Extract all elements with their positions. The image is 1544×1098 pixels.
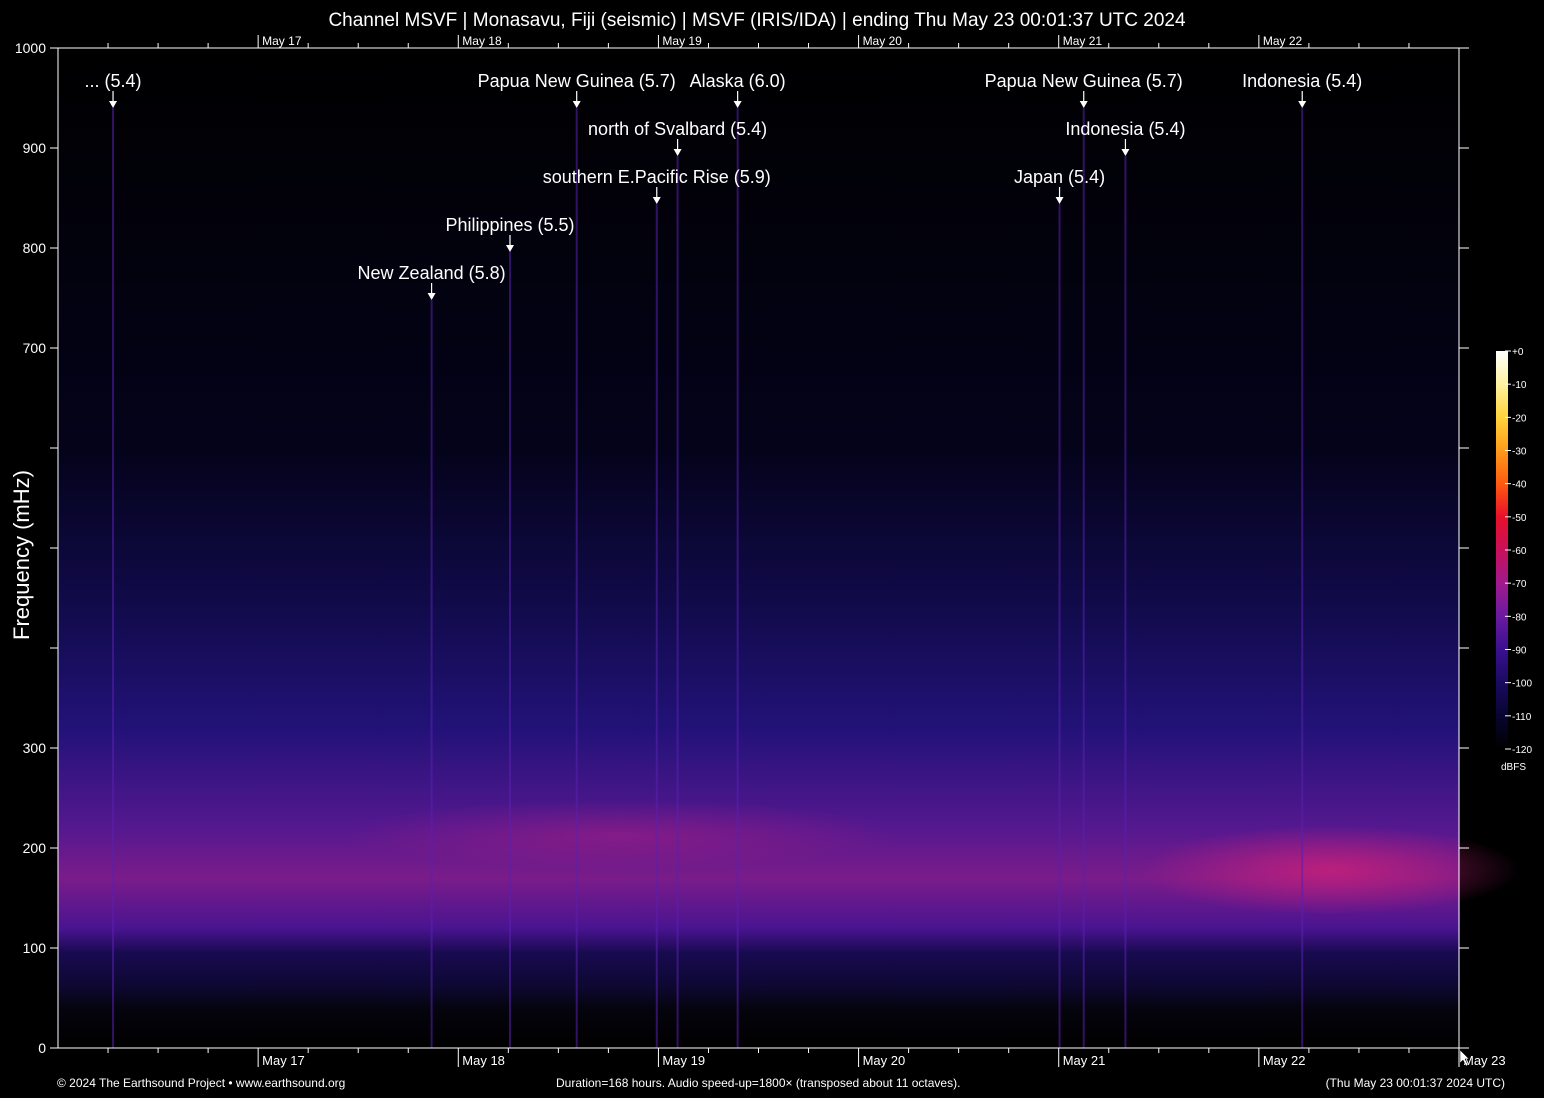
event-label: Papua New Guinea (5.7): [478, 71, 676, 91]
event-annotation: Philippines (5.5): [445, 215, 575, 252]
colorbar-tick-label: -40: [1512, 480, 1527, 491]
event-label: Indonesia (5.4): [1065, 119, 1185, 139]
event-label: north of Svalbard (5.4): [588, 119, 767, 139]
spectrogram-image: [58, 48, 1520, 1048]
event-arrow-icon: [733, 101, 742, 108]
timestamp-text: (Thu May 23 00:01:37 2024 UTC): [1325, 1076, 1505, 1090]
event-arrow-icon: [652, 197, 661, 204]
y-tick-label: 1000: [15, 40, 46, 56]
x-tick-label: May 22: [1263, 1053, 1306, 1068]
event-annotation: Japan (5.4): [1014, 167, 1105, 204]
colorbar-tick-label: -80: [1512, 612, 1527, 623]
x-tick-label: May 23: [1463, 1053, 1506, 1068]
duration-text: Duration=168 hours. Audio speed-up=1800×…: [556, 1076, 961, 1090]
x-tick-label-top: May 19: [662, 34, 702, 48]
pointer-icon: [1459, 1049, 1470, 1067]
event-label: Alaska (6.0): [690, 71, 786, 91]
event-arrow-icon: [572, 101, 581, 108]
colorbar-tick-label: -100: [1512, 679, 1532, 690]
event-arrow-icon: [1121, 149, 1130, 156]
x-tick-label-top: May 18: [462, 34, 502, 48]
event-annotation: New Zealand (5.8): [358, 263, 506, 300]
event-arrow-icon: [1298, 101, 1307, 108]
colorbar-tick-label: -70: [1512, 579, 1527, 590]
x-tick-label: May 18: [462, 1053, 505, 1068]
event-annotation: Papua New Guinea (5.7): [478, 71, 676, 108]
x-tick-label: May 17: [262, 1053, 305, 1068]
colorbar-tick-label: -60: [1512, 546, 1527, 557]
event-annotation: north of Svalbard (5.4): [588, 119, 767, 156]
event-label: Japan (5.4): [1014, 167, 1105, 187]
y-tick-label: 800: [23, 240, 47, 256]
colorbar-tick-label: -30: [1512, 447, 1527, 458]
y-tick-label: 200: [23, 840, 47, 856]
colorbar-unit: dBFS: [1501, 762, 1527, 773]
copyright-text: © 2024 The Earthsound Project • www.eart…: [57, 1076, 346, 1090]
event-label: Papua New Guinea (5.7): [985, 71, 1183, 91]
x-tick-label: May 19: [662, 1053, 705, 1068]
y-tick-label: 300: [23, 740, 47, 756]
event-label: ... (5.4): [85, 71, 142, 91]
x-tick-label-top: May 21: [1063, 34, 1103, 48]
colorbar-tick-label: +0: [1512, 347, 1524, 358]
x-tick-label-top: May 22: [1263, 34, 1303, 48]
event-annotation: Alaska (6.0): [690, 71, 786, 108]
event-annotation: southern E.Pacific Rise (5.9): [543, 167, 771, 204]
event-arrow-icon: [427, 293, 436, 300]
event-annotation: Papua New Guinea (5.7): [985, 71, 1183, 108]
y-tick-label: 0: [38, 1040, 46, 1056]
event-label: southern E.Pacific Rise (5.9): [543, 167, 771, 187]
event-arrow-icon: [109, 101, 118, 108]
x-tick-label-top: May 17: [262, 34, 302, 48]
colorbar-tick-label: -110: [1512, 712, 1532, 723]
event-label: Philippines (5.5): [445, 215, 574, 235]
event-annotation: ... (5.4): [85, 71, 142, 108]
event-annotation: Indonesia (5.4): [1242, 71, 1362, 108]
colorbar-tick-label: -90: [1512, 646, 1527, 657]
colorbar-tick-label: -50: [1512, 513, 1527, 524]
y-tick-label: 100: [23, 940, 47, 956]
event-arrow-icon: [673, 149, 682, 156]
x-tick-label-top: May 20: [863, 34, 903, 48]
colorbar-tick-label: -20: [1512, 413, 1527, 424]
chart-title: Channel MSVF | Monasavu, Fiji (seismic) …: [328, 10, 1186, 31]
event-annotations: ... (5.4) Papua New Guinea (5.7) Alaska (6…: [85, 71, 1362, 300]
event-arrow-icon: [505, 245, 514, 252]
y-tick-label: 700: [23, 340, 47, 356]
event-label: New Zealand (5.8): [358, 263, 506, 283]
y-tick-label: 900: [23, 140, 47, 156]
colorbar-tick-label: -10: [1512, 380, 1527, 391]
axes: 0 100 200 300 700 800 900 1000 May 17 May 18 May 1…: [15, 34, 1506, 1068]
x-tick-label: May 21: [1063, 1053, 1106, 1068]
colorbar-tick-label: -120: [1512, 745, 1532, 756]
event-arrow-icon: [1079, 101, 1088, 108]
x-tick-label: May 20: [863, 1053, 906, 1068]
event-label: Indonesia (5.4): [1242, 71, 1362, 91]
event-arrow-icon: [1055, 197, 1064, 204]
colorbar: +0 -10 -20 -30 -40 -50 -60 -70 -80 -90 -100 -110 -12…: [1496, 347, 1532, 756]
event-annotation: Indonesia (5.4): [1065, 119, 1185, 156]
